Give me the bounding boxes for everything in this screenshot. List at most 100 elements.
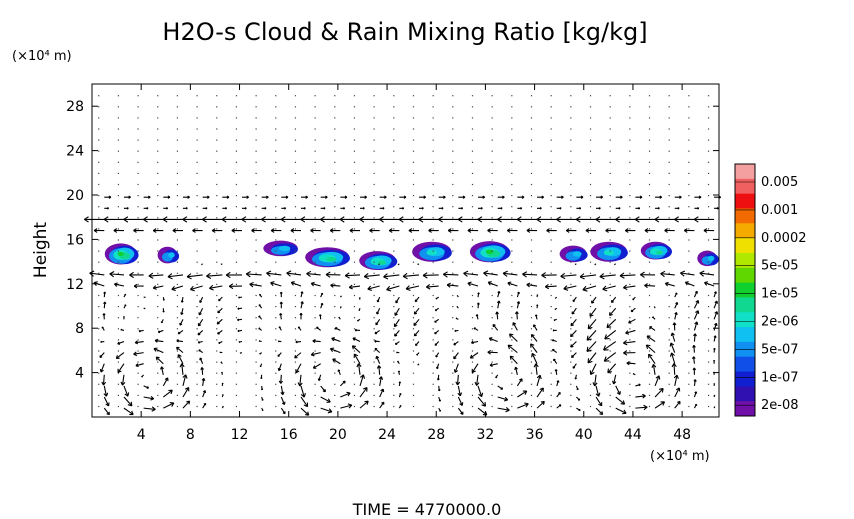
grid-dot [412,161,415,163]
wind-arrowhead [124,293,127,296]
wind-arrowhead [124,304,127,307]
grid-dot [688,294,690,297]
grid-dot [570,183,572,186]
grid-dot [491,150,493,152]
grid-dot [216,394,218,396]
wind-arrowhead [454,329,457,333]
grid-dot [491,128,493,130]
grid-dot [117,183,120,186]
wind-arrowhead [526,282,531,288]
wind-arrow [123,385,129,397]
grid-dot [629,117,631,119]
grid-dot [550,250,552,252]
wind-arrowhead [312,365,317,369]
grid-dot [137,239,139,241]
wind-arrowhead [300,216,306,223]
grid-dot [117,350,120,352]
grid-dot [629,405,631,408]
grid-dot [137,317,139,319]
grid-dot [511,161,513,163]
grid-dot [491,161,493,163]
grid-dot [452,106,454,108]
wind-arrowhead [129,271,134,279]
grid-dot [609,95,611,97]
grid-dot [707,172,710,174]
grid-dot [176,294,179,297]
wind-arrow [477,396,486,407]
wind-arrowhead [280,216,286,223]
wind-arrowhead [278,326,281,329]
grid-dot [648,250,651,252]
grid-dot [137,206,139,208]
colorbar-swatch [735,297,755,313]
grid-dot [393,350,395,352]
grid-dot [235,172,238,174]
wind-arrowhead [455,381,461,386]
grid-dot [589,139,592,141]
grid-dot [471,95,474,97]
grid-dot [157,283,159,285]
grid-dot [452,95,454,97]
grid-dot [176,261,179,263]
grid-dot [530,217,533,219]
grid-dot [629,139,631,141]
grid-dot [216,95,218,97]
colorbar-swatch [735,327,755,343]
wind-arrow [536,375,541,387]
wind-arrowhead [310,228,314,233]
grid-dot [511,239,513,241]
grid-dot [294,328,297,330]
grid-dot [688,239,690,241]
grid-dot [550,117,552,119]
wind-arrow [489,363,498,367]
grid-dot [98,117,100,119]
grid-dot [471,228,474,230]
wind-arrowhead [534,314,538,317]
grid-dot [432,328,434,330]
y-tick-label: 24 [66,144,84,160]
grid-dot [353,306,356,308]
grid-dot [137,172,139,174]
grid-dot [235,261,238,263]
wind-arrowhead [553,358,556,362]
grid-dot [137,217,139,219]
wind-arrow [704,282,715,287]
grid-dot [393,272,395,274]
wind-arrow [280,407,286,414]
grid-dot [373,139,375,141]
grid-dot [471,161,474,163]
grid-dot [255,372,257,374]
grid-dot [491,405,493,408]
y-tick-label: 4 [75,366,84,382]
wind-arrowhead [144,296,146,299]
grid-dot [471,328,474,330]
wind-arrow [693,345,695,353]
wind-arrow [313,363,321,369]
grid-dot [216,228,218,230]
wind-arrowhead [398,381,402,384]
grid-dot [176,328,179,330]
wind-arrowhead [497,290,501,294]
grid-dot [314,172,316,174]
wind-arrowhead [117,341,121,345]
grid-dot [275,383,277,385]
wind-arrow [545,285,557,288]
wind-arrow [693,291,698,298]
grid-dot [98,294,100,297]
grid-dot [98,306,100,308]
grid-dot [530,139,533,141]
grid-dot [117,328,120,330]
grid-dot [471,372,474,374]
grid-dot [648,272,651,274]
grid-dot [550,317,552,319]
cloud-blob [168,252,175,258]
grid-dot [668,172,670,174]
wind-arrow [330,348,341,354]
wind-arrowhead [200,367,204,370]
grid-dot [707,328,710,330]
grid-dot [452,250,454,252]
x-axis: 4 8 12 16 20 24 28 32 36 40 44 48 [137,84,691,443]
grid-dot [176,306,179,308]
grid-dot [353,117,356,119]
grid-dot [570,172,572,174]
